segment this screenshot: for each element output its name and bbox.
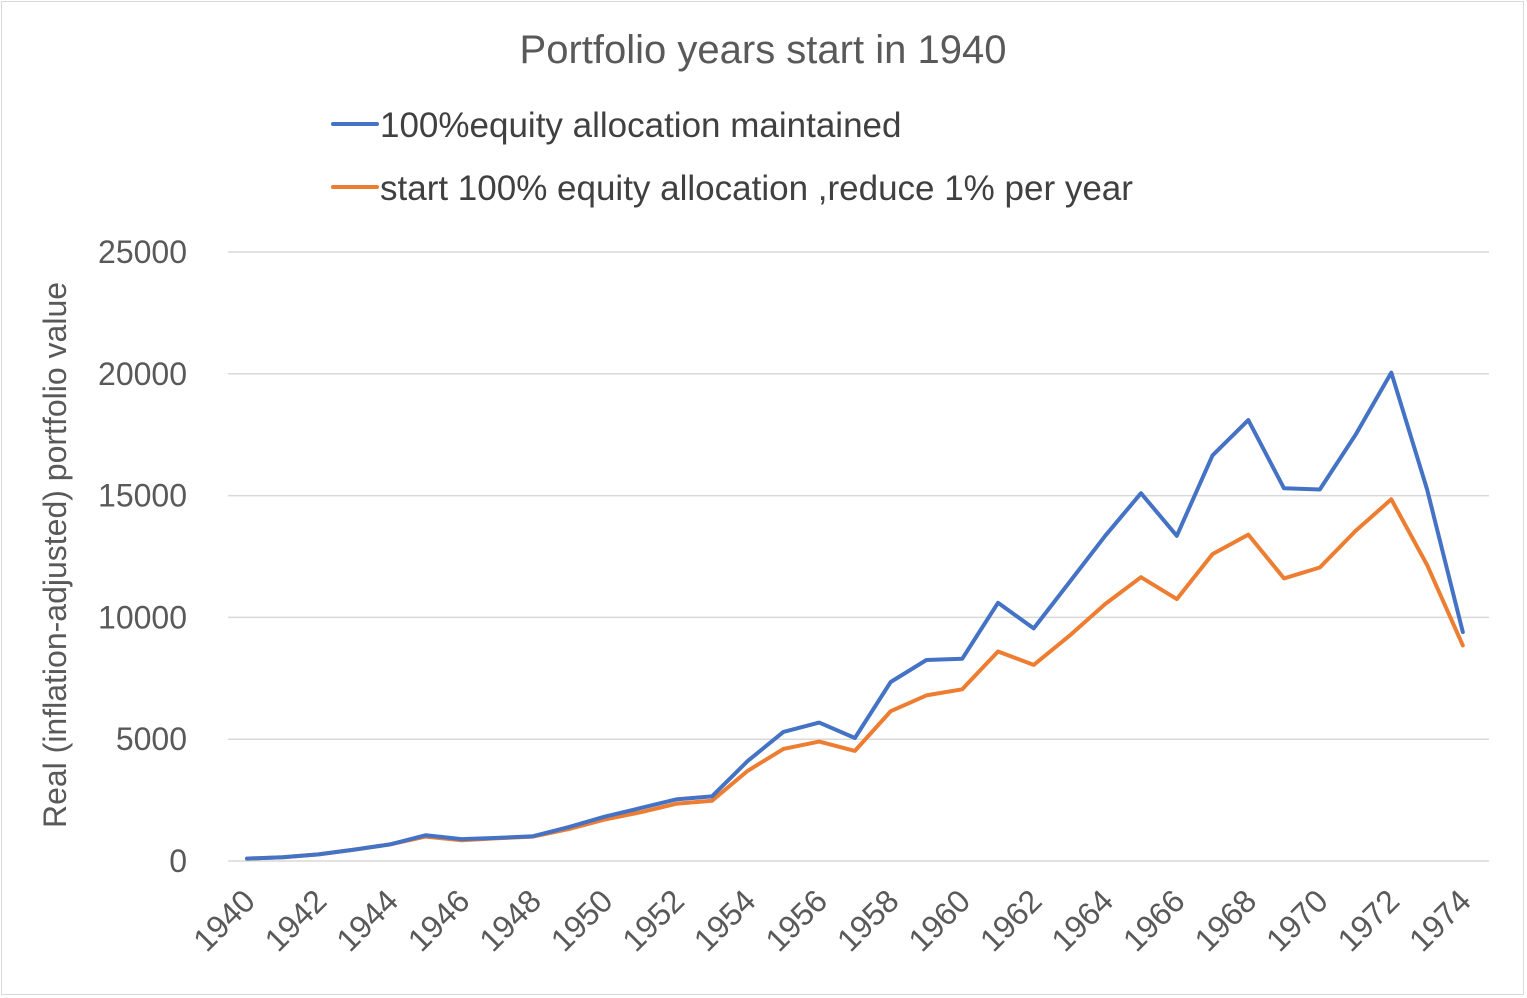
x-tick-label: 1954	[687, 882, 763, 958]
y-tick-label: 0	[169, 843, 187, 879]
y-axis-ticks: 0 5000 10000 15000 20000 25000	[98, 234, 187, 879]
legend: 100%equity allocation maintained start 1…	[331, 106, 1133, 208]
x-tick-label: 1956	[758, 882, 834, 958]
x-tick-label: 1948	[472, 882, 548, 958]
x-tick-label: 1972	[1330, 882, 1406, 958]
series-line-1	[245, 370, 1465, 861]
x-tick-label: 1950	[544, 882, 620, 958]
y-tick-label: 10000	[98, 599, 187, 635]
x-tick-label: 1962	[973, 882, 1049, 958]
x-tick-label: 1946	[401, 882, 477, 958]
x-tick-label: 1958	[830, 882, 906, 958]
x-axis-ticks: 1940194219441946194819501952195419561958…	[186, 882, 1478, 958]
series-line-2	[245, 497, 1465, 861]
y-axis-label: Real (inflation-adjusted) portfolio valu…	[37, 282, 73, 828]
gridlines	[228, 251, 1489, 862]
series-lines	[245, 370, 1465, 861]
x-tick-label: 1960	[901, 882, 977, 958]
y-tick-label: 5000	[116, 721, 187, 757]
x-tick-label: 1970	[1259, 882, 1335, 958]
legend-label-series-1: 100%equity allocation maintained	[380, 106, 901, 145]
x-tick-label: 1966	[1116, 882, 1192, 958]
x-tick-label: 1942	[258, 882, 334, 958]
x-tick-label: 1964	[1044, 882, 1120, 958]
y-tick-label: 15000	[98, 478, 187, 514]
x-tick-label: 1944	[329, 882, 405, 958]
x-tick-label: 1952	[615, 882, 691, 958]
x-tick-label: 1940	[186, 882, 262, 958]
y-tick-label: 20000	[98, 356, 187, 392]
x-tick-label: 1968	[1187, 882, 1263, 958]
chart-title: Portfolio years start in 1940	[520, 28, 1007, 72]
legend-label-series-2: start 100% equity allocation ,reduce 1% …	[380, 169, 1133, 208]
y-tick-label: 25000	[98, 234, 187, 270]
x-tick-label: 1974	[1402, 882, 1478, 958]
